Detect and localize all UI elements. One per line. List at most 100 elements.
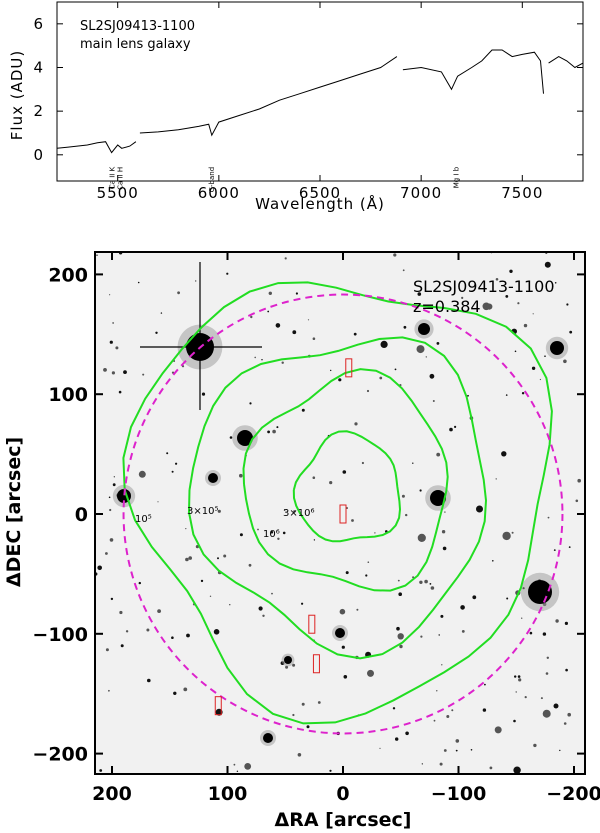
bright-star <box>418 323 430 335</box>
sky-source <box>436 452 441 457</box>
sky-source <box>345 571 349 575</box>
sky-source <box>173 691 177 695</box>
bright-star <box>263 733 273 743</box>
sky-source <box>396 626 400 631</box>
sky-source <box>436 690 438 692</box>
spectrum-y-tick-label: 6 <box>33 15 44 33</box>
spectrum-segment-3 <box>548 56 584 69</box>
mass-contour-2 <box>242 368 449 592</box>
sky-source <box>267 430 270 434</box>
sky-map-y-axis-label: ΔDEC [arcsec] <box>3 437 25 587</box>
sky-source <box>429 583 432 585</box>
sky-source <box>430 586 435 590</box>
sky-source <box>420 635 423 638</box>
sky-source <box>272 429 276 434</box>
sky-source <box>113 476 115 478</box>
sky-source <box>301 408 305 412</box>
sky-source <box>185 528 187 530</box>
sky-source <box>147 678 151 683</box>
slit-marker <box>312 654 320 674</box>
sky-source <box>421 763 423 765</box>
sky-source <box>446 715 450 718</box>
bright-star <box>208 473 218 483</box>
sky-source <box>239 473 243 478</box>
spectrum-annotation-label: G-band <box>208 167 216 193</box>
sky-source <box>229 436 233 439</box>
sky-source <box>416 345 425 354</box>
sky-source <box>213 629 220 635</box>
sky-source <box>120 644 124 648</box>
sky-source <box>157 609 162 613</box>
sky-source <box>544 355 546 358</box>
sky-source <box>110 597 114 601</box>
sky-source <box>402 269 405 272</box>
sky-source <box>188 556 192 560</box>
sky-source <box>518 678 522 682</box>
map-x-tick-label: −200 <box>546 783 600 805</box>
slit-marker <box>339 504 347 524</box>
sky-source <box>533 743 537 748</box>
sky-source <box>329 481 333 485</box>
mass-contours <box>122 281 553 725</box>
sky-source <box>532 313 534 315</box>
sky-source <box>405 731 409 736</box>
sky-source <box>109 538 114 542</box>
sky-source <box>542 632 547 636</box>
spectrum-annotation-label: Ca II H <box>117 167 125 190</box>
sky-source <box>343 675 348 679</box>
sky-source <box>374 532 376 534</box>
spectrum-x-axis-label: Wavelength (Å) <box>255 194 385 213</box>
sky-source <box>577 478 581 483</box>
sky-source <box>125 630 129 633</box>
sky-source <box>443 749 447 752</box>
bright-star <box>335 628 345 638</box>
sky-source <box>276 426 279 429</box>
sky-source <box>137 281 140 284</box>
sky-source <box>341 645 345 649</box>
spectrum-x-tick-label: 5500 <box>97 184 139 202</box>
sky-source <box>223 554 227 558</box>
sky-source <box>559 749 561 752</box>
sky-source <box>295 292 298 295</box>
sky-source <box>275 323 281 328</box>
sky-source <box>267 310 270 313</box>
sky-source <box>449 427 453 432</box>
sky-source <box>166 452 169 455</box>
sky-source <box>367 561 370 563</box>
sky-map-axis-ticks: 200 100 0 −100 −200 −200 −100 0 100 200 <box>32 252 600 805</box>
sky-source <box>460 605 465 610</box>
mass-contour-3 <box>292 430 402 543</box>
contour-label: 3×10⁵ <box>187 506 218 517</box>
sky-source <box>146 628 150 632</box>
sky-source <box>185 557 189 562</box>
sky-source <box>419 580 423 584</box>
sky-source <box>502 531 511 541</box>
sky-source <box>354 422 358 426</box>
spectrum-segment-0 <box>56 141 137 154</box>
sky-source <box>109 340 113 344</box>
sky-source <box>171 636 174 639</box>
sky-source <box>270 530 274 534</box>
sky-source <box>317 701 321 704</box>
sky-source <box>505 295 509 298</box>
sky-source <box>575 499 579 503</box>
sky-source <box>417 292 422 296</box>
sky-source <box>565 668 568 672</box>
sky-source <box>564 621 569 626</box>
sky-source <box>461 296 464 299</box>
sky-source <box>521 617 523 619</box>
sky-source <box>472 595 477 600</box>
sky-source <box>567 712 571 717</box>
sky-source <box>282 531 286 535</box>
sky-source <box>292 330 297 335</box>
sky-source <box>155 331 158 334</box>
bright-star <box>284 656 292 664</box>
sky-source <box>217 557 219 560</box>
sky-source <box>257 528 259 531</box>
sky-source <box>367 669 374 677</box>
bright-star <box>430 490 446 506</box>
sky-source <box>118 390 122 394</box>
spectrum-y-tick-label: 2 <box>33 102 44 120</box>
sky-source <box>440 614 444 618</box>
